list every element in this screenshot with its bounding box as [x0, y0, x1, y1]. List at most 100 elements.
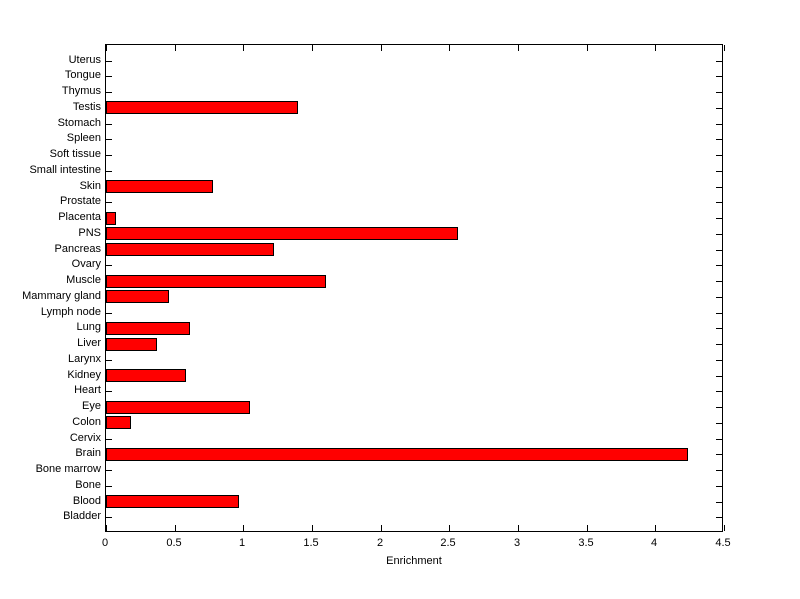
x-tick-bottom: [655, 525, 656, 531]
x-tick-label: 1: [238, 537, 246, 549]
y-tick-right: [716, 360, 722, 361]
y-tick-right: [716, 202, 722, 203]
x-tick-label: 4.5: [715, 537, 731, 549]
bar-lung: [106, 322, 190, 335]
bar-blood: [106, 495, 239, 508]
x-axis-title: Enrichment: [386, 555, 442, 567]
bar-liver: [106, 338, 157, 351]
y-tick-right: [716, 344, 722, 345]
x-tick-label: 2: [376, 537, 384, 549]
y-tick-right: [716, 328, 722, 329]
y-tick-label: Small intestine: [29, 164, 101, 176]
bar-colon: [106, 416, 131, 429]
y-tick-right: [716, 297, 722, 298]
y-tick-label: Placenta: [58, 211, 101, 223]
y-tick-label: Lymph node: [40, 306, 101, 318]
y-tick-right: [716, 313, 722, 314]
x-tick-top: [312, 45, 313, 51]
y-tick-label: Ovary: [71, 258, 101, 270]
y-tick-right: [716, 171, 722, 172]
y-tick-right: [716, 76, 722, 77]
x-tick-bottom: [312, 525, 313, 531]
y-tick-left: [106, 313, 112, 314]
x-tick-bottom: [106, 525, 107, 531]
x-tick-bottom: [243, 525, 244, 531]
y-tick-right: [716, 407, 722, 408]
y-tick-label: Testis: [72, 101, 101, 113]
y-tick-right: [716, 486, 722, 487]
y-tick-right: [716, 108, 722, 109]
y-tick-label: Thymus: [61, 85, 101, 97]
x-tick-top: [381, 45, 382, 51]
y-tick-right: [716, 391, 722, 392]
y-tick-label: Bone marrow: [35, 463, 101, 475]
x-tick-label: 2.5: [440, 537, 456, 549]
bar-kidney: [106, 369, 186, 382]
y-tick-label: Pancreas: [54, 243, 101, 255]
bar-eye: [106, 401, 250, 414]
x-tick-bottom: [381, 525, 382, 531]
y-tick-left: [106, 486, 112, 487]
x-tick-top: [587, 45, 588, 51]
bar-brain: [106, 448, 688, 461]
y-tick-right: [716, 423, 722, 424]
y-tick-label: Blood: [72, 495, 101, 507]
y-tick-left: [106, 517, 112, 518]
y-tick-right: [716, 265, 722, 266]
y-tick-label: Bladder: [63, 510, 101, 522]
y-tick-right: [716, 187, 722, 188]
y-tick-label: Soft tissue: [49, 148, 101, 160]
y-tick-left: [106, 92, 112, 93]
y-tick-left: [106, 202, 112, 203]
y-tick-right: [716, 124, 722, 125]
y-tick-right: [716, 92, 722, 93]
x-tick-top: [449, 45, 450, 51]
x-tick-top: [106, 45, 107, 51]
y-tick-right: [716, 250, 722, 251]
y-tick-left: [106, 76, 112, 77]
y-tick-left: [106, 470, 112, 471]
x-tick-top: [243, 45, 244, 51]
y-tick-left: [106, 61, 112, 62]
y-tick-label: Bone: [75, 479, 101, 491]
y-tick-label: Cervix: [69, 432, 101, 444]
y-tick-left: [106, 360, 112, 361]
x-tick-top: [518, 45, 519, 51]
y-tick-right: [716, 61, 722, 62]
y-tick-right: [716, 454, 722, 455]
x-tick-bottom: [724, 525, 725, 531]
y-tick-left: [106, 439, 112, 440]
y-tick-label: Liver: [77, 337, 101, 349]
y-tick-left: [106, 171, 112, 172]
y-tick-label: Heart: [74, 384, 101, 396]
x-tick-label: 3.5: [578, 537, 594, 549]
y-tick-right: [716, 502, 722, 503]
y-tick-label: Colon: [72, 416, 101, 428]
y-tick-left: [106, 155, 112, 156]
bar-muscle: [106, 275, 326, 288]
plot-area: [105, 44, 725, 532]
x-tick-label: 4: [650, 537, 658, 549]
y-tick-label: PNS: [78, 227, 101, 239]
x-tick-top: [175, 45, 176, 51]
x-tick-label: 1.5: [303, 537, 319, 549]
y-tick-label: Prostate: [60, 195, 101, 207]
y-tick-label: Stomach: [57, 117, 101, 129]
y-tick-left: [106, 124, 112, 125]
bar-placenta: [106, 212, 116, 225]
y-tick-right: [716, 517, 722, 518]
bar-mammary-gland: [106, 290, 169, 303]
y-tick-label: Spleen: [66, 132, 101, 144]
y-tick-left: [106, 139, 112, 140]
bar-pancreas: [106, 243, 274, 256]
x-tick-top: [655, 45, 656, 51]
x-tick-bottom: [449, 525, 450, 531]
y-tick-label: Mammary gland: [22, 290, 101, 302]
y-tick-right: [716, 234, 722, 235]
y-tick-label: Skin: [79, 180, 101, 192]
y-tick-label: Brain: [75, 447, 101, 459]
y-tick-label: Larynx: [67, 353, 101, 365]
x-tick-bottom: [175, 525, 176, 531]
y-tick-right: [716, 155, 722, 156]
